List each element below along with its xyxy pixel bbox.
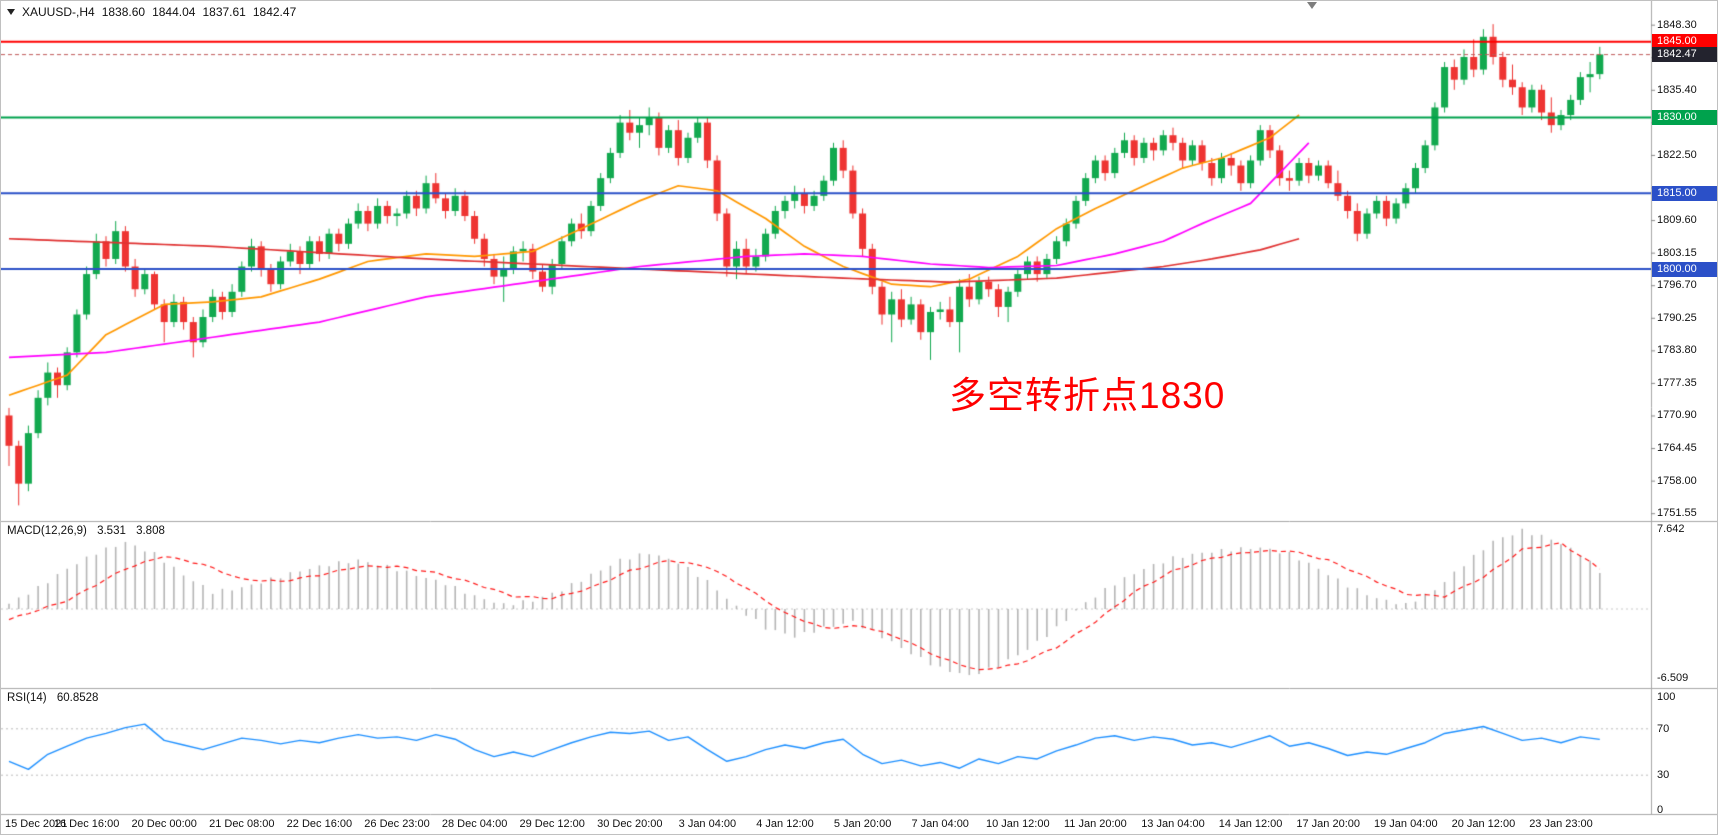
time-axis-label: 20 Dec 00:00 [131, 818, 197, 830]
price-scale-tick: 1758.00 [1657, 474, 1697, 487]
price-scale-tick: 1790.25 [1657, 311, 1697, 324]
macd-indicator-label: MACD(12,26,9) 3.531 3.808 [7, 525, 172, 537]
time-axis-label: 26 Dec 23:00 [364, 818, 430, 830]
macd-main-value: 3.531 [97, 525, 126, 537]
time-axis-label: 3 Jan 04:00 [678, 818, 737, 830]
time-axis-label: 14 Jan 12:00 [1218, 818, 1283, 830]
price-scale-tick: 1783.80 [1657, 344, 1697, 357]
time-axis-label: 4 Jan 12:00 [756, 818, 814, 830]
time-axis-label: 10 Jan 12:00 [985, 818, 1050, 830]
time-axis-label: 17 Jan 20:00 [1296, 818, 1360, 830]
close-value: 1842.47 [252, 5, 297, 19]
high-value: 1844.04 [152, 5, 196, 19]
price-scale-tick: 1803.15 [1657, 246, 1697, 259]
price-scale-tick: 1764.45 [1657, 442, 1697, 455]
time-axis-label: 11 Jan 20:00 [1063, 818, 1127, 830]
price-scale-tick: 1751.55 [1657, 507, 1697, 520]
time-axis-label: 13 Jan 04:00 [1141, 818, 1205, 830]
time-axis-label: 19 Jan 04:00 [1373, 818, 1438, 830]
price-scale-tick: 1822.50 [1657, 148, 1697, 161]
time-axis-label: 16 Dec 16:00 [53, 818, 120, 830]
chart-ohlc-header: XAUUSD-,H4 1838.60 1844.04 1837.61 1842.… [7, 5, 303, 19]
macd-name: MACD(12,26,9) [7, 525, 87, 537]
time-axis-label: 15 Dec 2021 [5, 818, 68, 830]
price-scale-tick: 1835.40 [1657, 83, 1697, 96]
low-value: 1837.61 [202, 5, 246, 19]
macd-scale-min: -6.509 [1657, 672, 1689, 684]
time-axis-label: 21 Dec 08:00 [209, 818, 275, 830]
macd-scale-max: 7.642 [1657, 523, 1685, 535]
symbol-timeframe-label: XAUUSD-,H4 [22, 5, 95, 19]
price-line-tag: 1845.00 [1652, 34, 1717, 50]
price-scale-tick: 1848.30 [1657, 18, 1697, 31]
macd-signal-value: 3.808 [136, 525, 165, 537]
time-axis-label: 23 Jan 23:00 [1529, 818, 1593, 830]
rsi-scale-level: 70 [1657, 722, 1670, 735]
time-axis-label: 7 Jan 04:00 [911, 818, 969, 830]
price-line-tag: 1800.00 [1652, 261, 1717, 277]
price-line-tag: 1815.00 [1652, 185, 1717, 201]
price-line-tag: 1842.47 [1652, 47, 1717, 63]
chart-shift-marker-icon[interactable] [1307, 2, 1317, 9]
time-axis-label: 28 Dec 04:00 [441, 818, 508, 830]
time-axis-label: 30 Dec 20:00 [597, 818, 663, 830]
price-line-tag: 1830.00 [1652, 110, 1717, 126]
symbol-dropdown-icon[interactable] [7, 9, 15, 15]
time-axis-label: 5 Jan 20:00 [833, 818, 892, 830]
price-scale-tick: 1809.60 [1657, 214, 1697, 227]
rsi-name: RSI(14) [7, 692, 47, 704]
rsi-indicator-label: RSI(14) 60.8528 [7, 692, 105, 704]
price-scale-tick: 1777.35 [1657, 376, 1697, 389]
open-value: 1838.60 [101, 5, 146, 19]
chart-annotation-text[interactable]: 多空转折点1830 [949, 375, 1226, 416]
time-axis-label: 29 Dec 12:00 [519, 818, 585, 830]
rsi-value: 60.8528 [56, 692, 99, 704]
rsi-scale-level: 100 [1657, 691, 1676, 703]
price-scale-tick: 1796.70 [1657, 279, 1697, 292]
rsi-scale-level: 30 [1657, 769, 1670, 782]
price-scale-tick: 1770.90 [1657, 409, 1697, 422]
rsi-scale-level: 0 [1657, 804, 1664, 816]
time-axis-label: 22 Dec 16:00 [286, 818, 353, 830]
time-axis-label: 20 Jan 12:00 [1451, 818, 1516, 830]
